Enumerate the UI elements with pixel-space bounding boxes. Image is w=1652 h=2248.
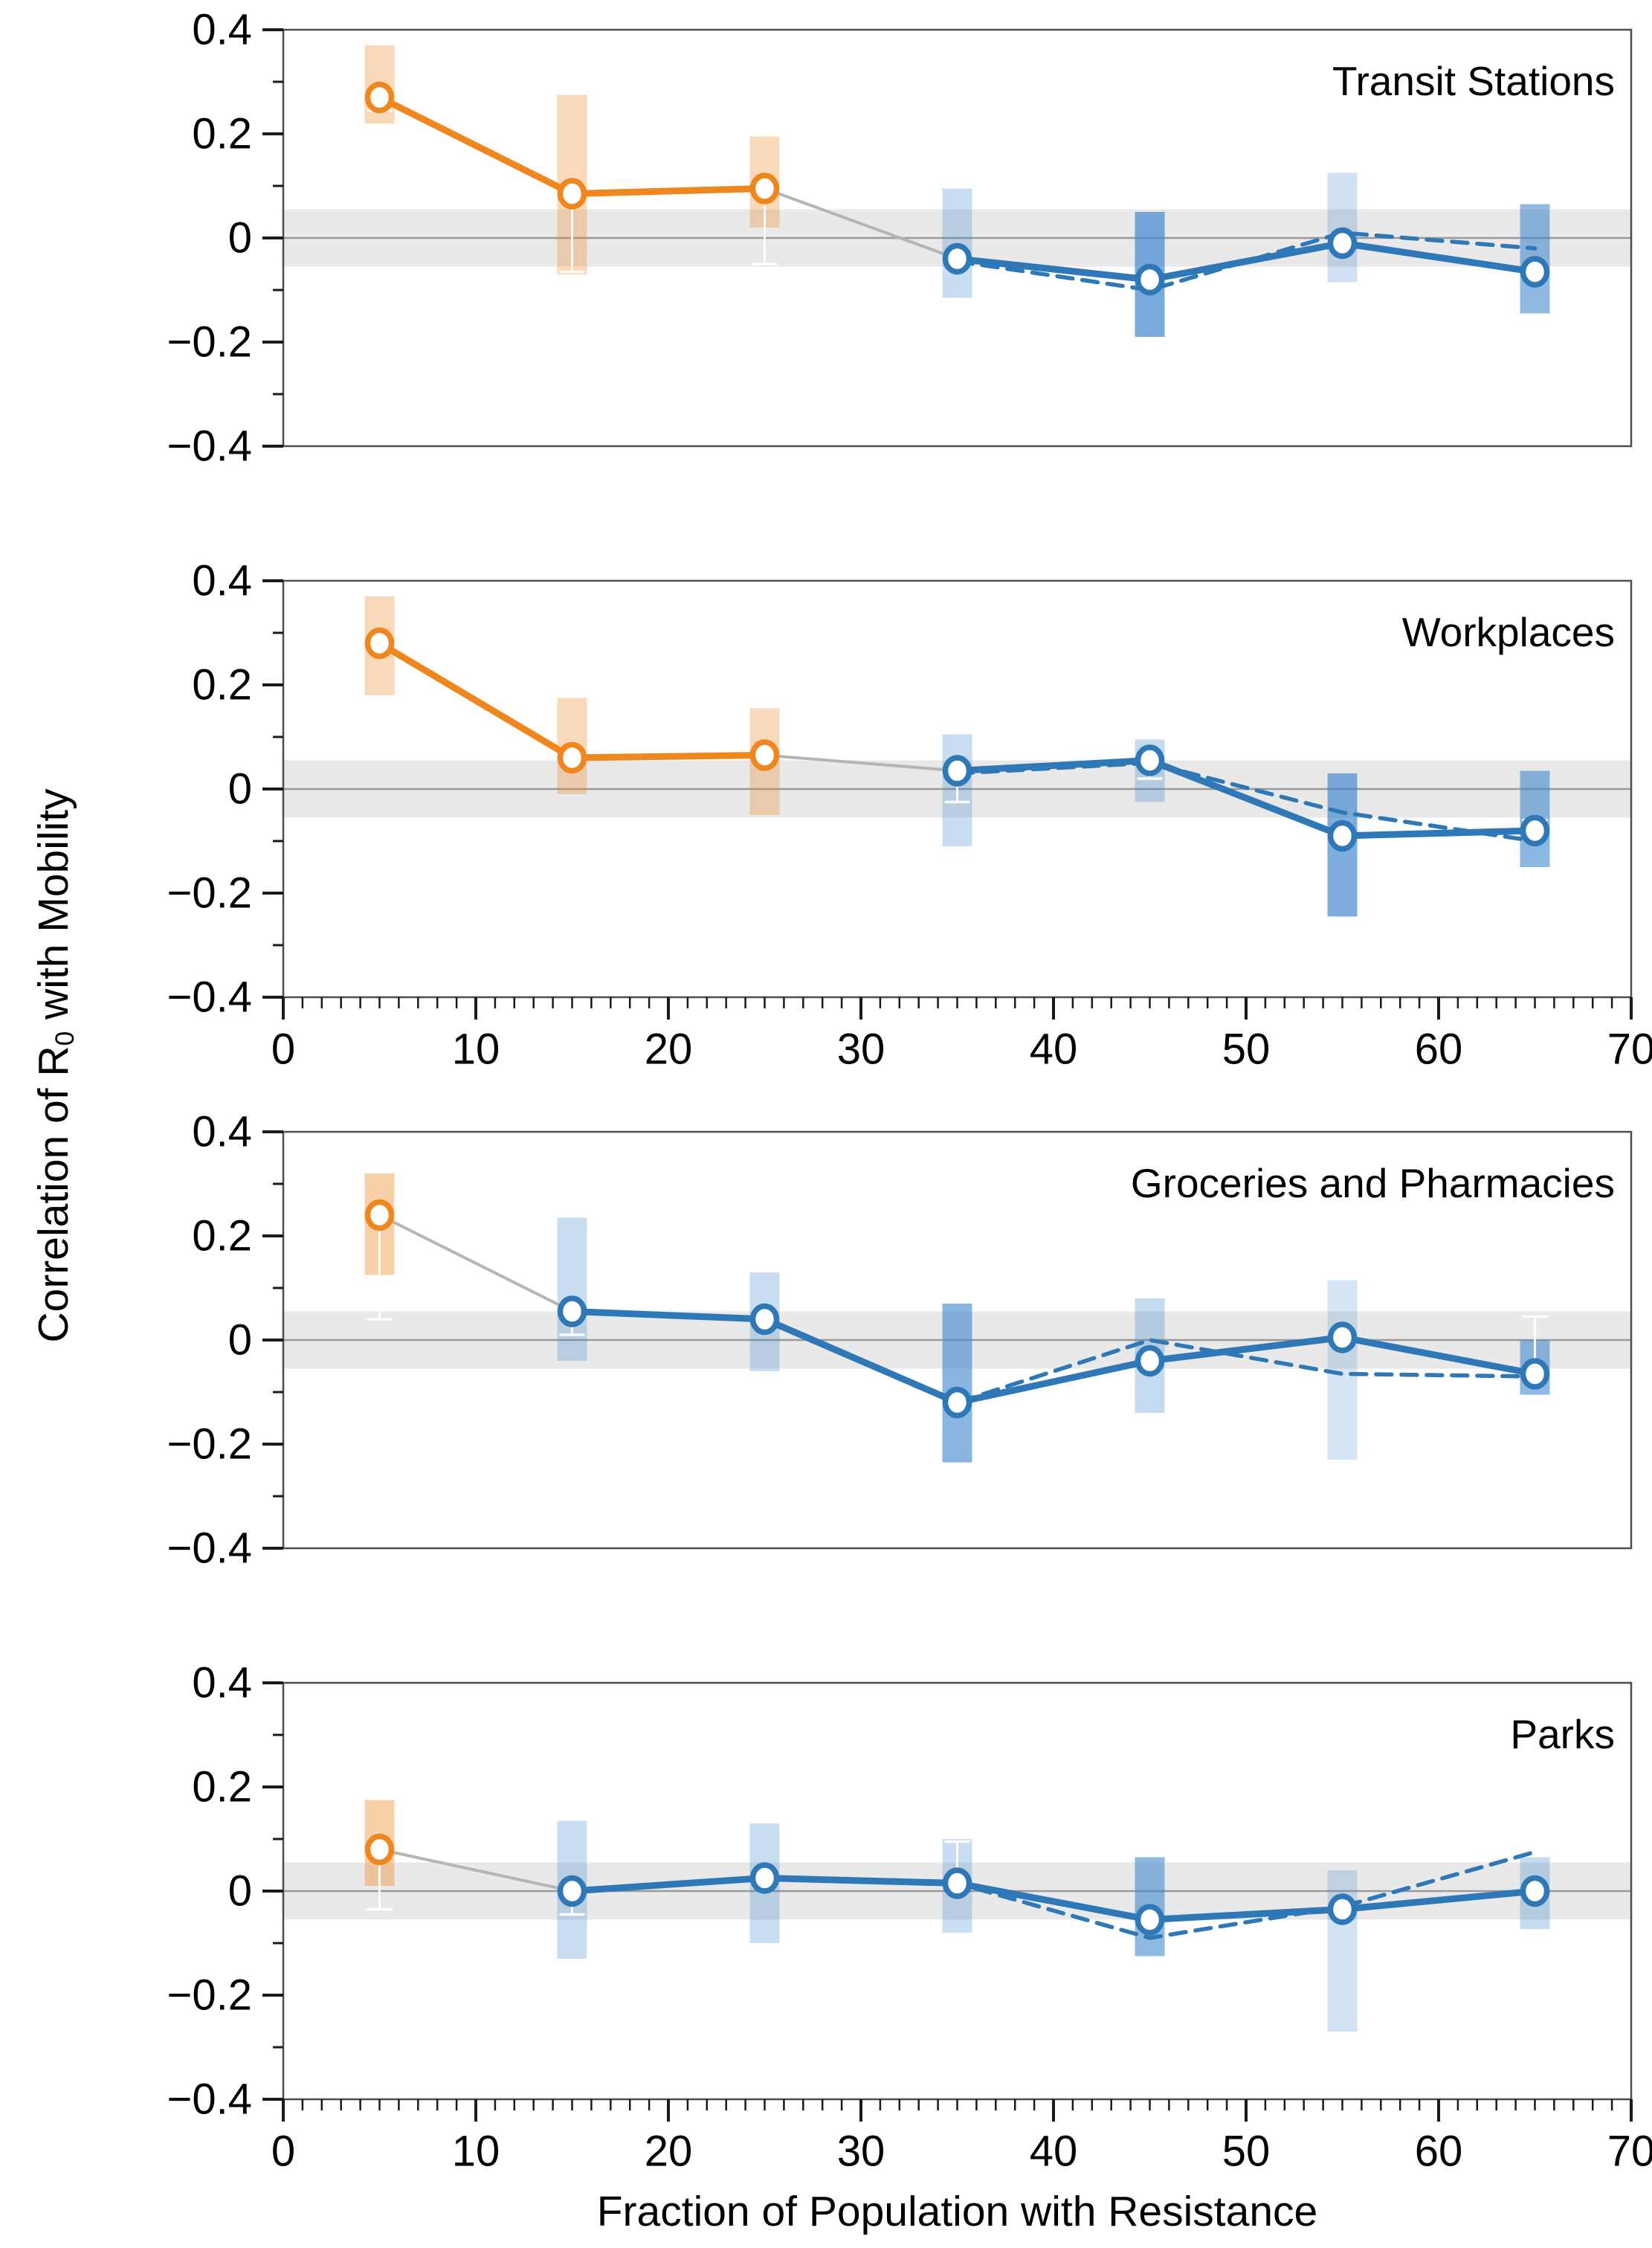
y-axis-title: Correlation of R0 with Mobility <box>24 619 83 1512</box>
data-point-marker <box>364 627 395 660</box>
connector-line <box>764 753 958 773</box>
x-tick-label: 30 <box>837 1025 885 1074</box>
data-point-marker <box>1327 819 1358 852</box>
confidence-band <box>1327 1280 1358 1460</box>
y-tick-label: 0.4 <box>192 1659 252 1707</box>
y-tick-label: 0 <box>228 1867 252 1916</box>
x-tick-label: 60 <box>1415 2128 1463 2176</box>
data-point-marker <box>1520 1875 1550 1907</box>
data-point-marker <box>557 1295 587 1327</box>
y-tick-label: −0.2 <box>167 1971 253 2020</box>
data-point-marker <box>557 178 587 210</box>
data-point-marker <box>1135 263 1165 296</box>
data-point-marker <box>557 1875 587 1907</box>
connector-line <box>378 1214 573 1313</box>
data-point-marker <box>1135 1904 1165 1936</box>
x-tick-label: 60 <box>1415 1025 1463 1074</box>
panel-title-groceries-pharmacies: Groceries and Pharmacies <box>1130 1160 1615 1206</box>
x-tick-label: 70 <box>1607 2128 1652 2176</box>
connector-line <box>764 187 958 260</box>
x-tick-label: 10 <box>452 1025 500 1074</box>
confidence-band <box>942 1304 972 1463</box>
data-point-marker <box>749 173 780 204</box>
confidence-band <box>557 1217 587 1361</box>
data-point-marker <box>1135 1344 1165 1377</box>
x-tick-label: 40 <box>1030 2128 1078 2176</box>
x-tick-label: 10 <box>452 2128 500 2176</box>
data-point-marker <box>1327 227 1358 260</box>
y-tick-label: 0.4 <box>192 557 252 605</box>
y-tick-label: 0 <box>228 1316 252 1365</box>
blue-series-line <box>569 1875 1538 1923</box>
x-axis-title: Fraction of Population with Resistance <box>596 2188 1318 2235</box>
y-axis-title-text-end: with Mobility <box>30 788 77 1031</box>
data-point-marker <box>749 739 780 771</box>
panel-title-workplaces: Workplaces <box>1401 609 1615 655</box>
data-point-marker <box>942 1386 972 1419</box>
y-tick-label: −0.2 <box>167 869 253 918</box>
y-tick-label: 0.4 <box>192 1108 252 1156</box>
y-tick-label: 0.2 <box>192 1763 252 1811</box>
connector-line <box>379 1848 572 1893</box>
data-point-marker <box>364 81 395 114</box>
x-tick-label: 50 <box>1222 1025 1271 1074</box>
data-point-marker <box>1520 814 1550 847</box>
y-tick-label: 0 <box>228 214 252 263</box>
y-tick-label: −0.4 <box>167 2075 253 2124</box>
data-point-marker <box>942 242 972 275</box>
y-tick-label: −0.4 <box>167 973 253 1022</box>
x-tick-label: 0 <box>271 1025 295 1074</box>
data-point-marker <box>1520 1358 1550 1390</box>
x-tick-label: 70 <box>1607 1025 1652 1074</box>
y-tick-label: 0.2 <box>192 110 252 158</box>
panel-title-parks: Parks <box>1510 1711 1615 1757</box>
data-point-marker <box>1327 1321 1358 1353</box>
y-axis-title-subscript: 0 <box>50 1031 80 1046</box>
y-tick-label: 0 <box>228 765 252 814</box>
data-point-marker <box>1135 744 1165 776</box>
x-tick-label: 20 <box>645 1025 693 1074</box>
y-tick-label: −0.2 <box>167 318 253 367</box>
y-tick-label: −0.4 <box>167 422 253 471</box>
x-tick-label: 40 <box>1030 1025 1078 1074</box>
x-tick-label: 30 <box>837 2128 885 2176</box>
x-tick-label: 0 <box>271 2128 295 2176</box>
y-tick-label: 0.4 <box>192 6 252 54</box>
blue-series-line <box>954 757 1538 840</box>
blue-series-line <box>569 1308 1538 1406</box>
data-point-marker <box>1327 1893 1358 1925</box>
x-tick-label: 20 <box>645 2128 693 2176</box>
data-point-marker <box>942 1867 972 1899</box>
y-tick-label: 0.2 <box>192 1212 252 1260</box>
data-point-marker <box>942 755 972 787</box>
data-point-marker <box>749 1862 780 1894</box>
blue-series-line <box>954 239 1538 283</box>
data-point-marker <box>364 1199 395 1231</box>
data-point-marker <box>364 1833 395 1866</box>
data-point-marker <box>749 1303 780 1336</box>
y-tick-label: −0.4 <box>167 1524 253 1573</box>
data-point-marker <box>557 741 587 774</box>
y-axis-title-text: Correlation of R <box>30 1046 77 1343</box>
y-tick-label: −0.2 <box>167 1420 253 1469</box>
x-tick-label: 50 <box>1222 2128 1271 2176</box>
panel-title-transit-stations: Transit Stations <box>1332 58 1615 104</box>
y-tick-label: 0.2 <box>192 661 252 709</box>
data-point-marker <box>1520 256 1550 288</box>
dashed-series-line <box>955 761 1538 843</box>
